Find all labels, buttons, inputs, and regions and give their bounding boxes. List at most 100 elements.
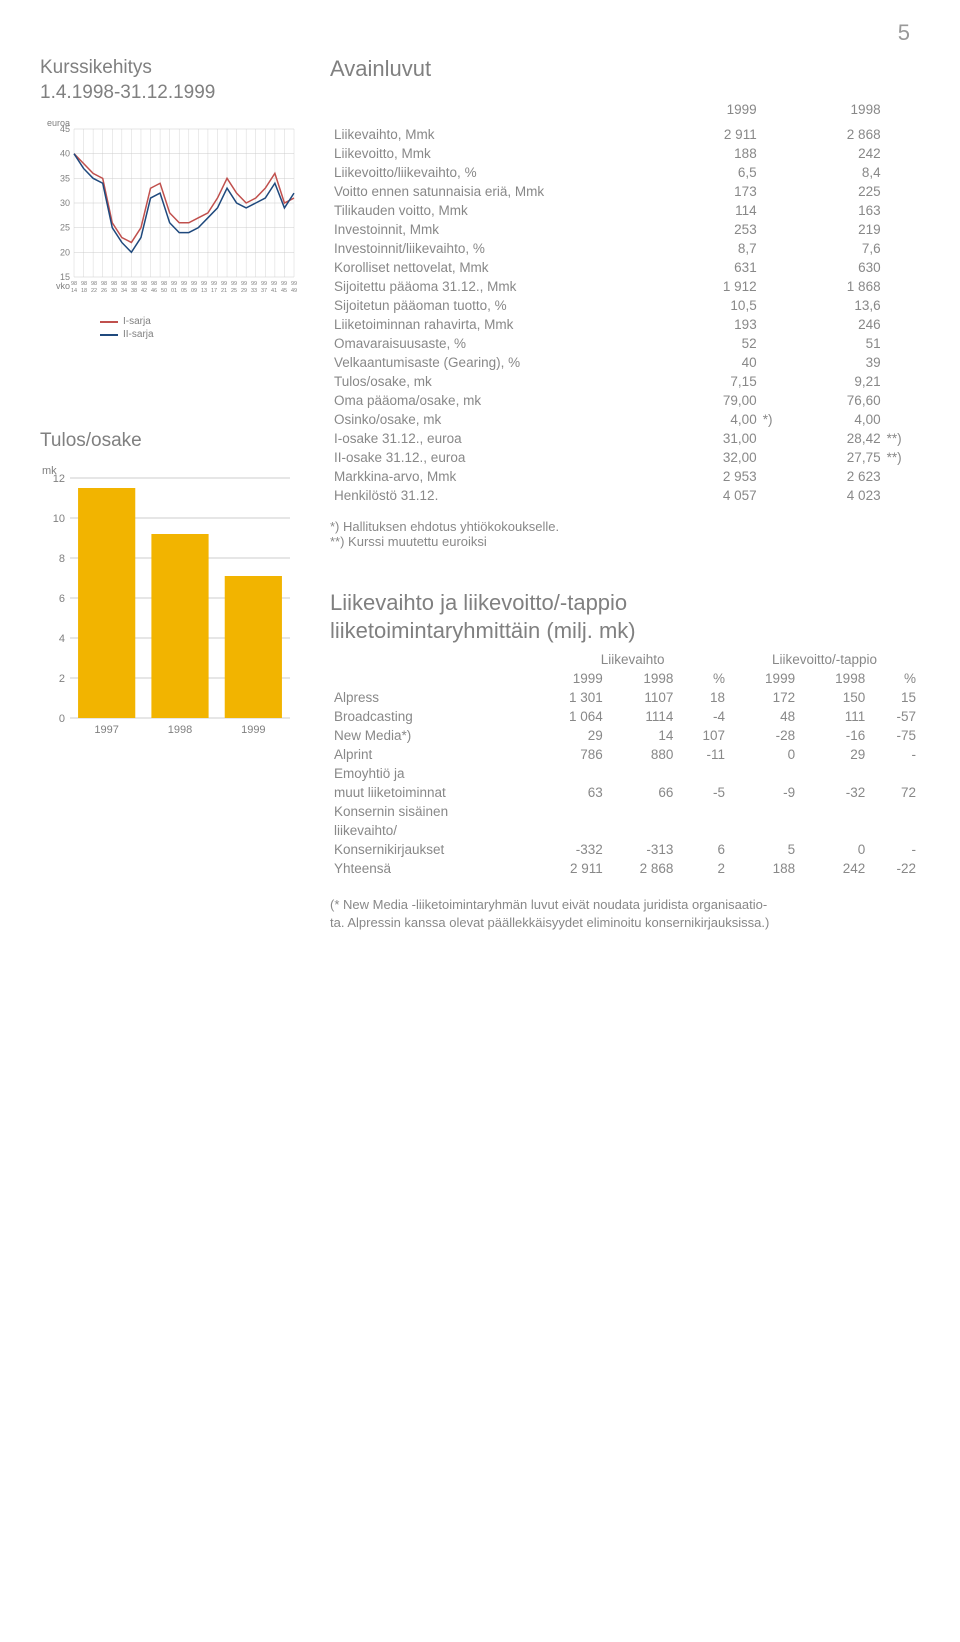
seg-row: Yhteensä2 9112 8682188242-22 (330, 859, 920, 878)
svg-text:98: 98 (131, 281, 137, 287)
seg-cell: 107 (677, 726, 729, 745)
seg-cell: 63 (536, 783, 607, 802)
eps-chart-title: Tulos/osake (40, 430, 300, 452)
page-number: 5 (40, 20, 920, 46)
seg-label: muut liiketoiminnat (330, 783, 536, 802)
seg-subheader: 1998 (607, 669, 678, 688)
svg-text:30: 30 (60, 198, 70, 208)
kv-val-1998: 7,6 (796, 239, 885, 258)
svg-text:45: 45 (60, 124, 70, 134)
seg-label: Konsernikirjaukset (330, 840, 536, 859)
kv-note-1999 (761, 144, 796, 163)
seg-cell: 29 (536, 726, 607, 745)
kv-val-1998: 76,60 (796, 391, 885, 410)
kv-val-1998: 28,42 (796, 429, 885, 448)
svg-text:98: 98 (101, 281, 107, 287)
seg-cell: -57 (869, 707, 920, 726)
svg-text:49: 49 (291, 288, 297, 294)
seg-cell: 150 (799, 688, 869, 707)
kv-note-1998 (885, 201, 920, 220)
seg-cell: 15 (869, 688, 920, 707)
seg-cell (607, 764, 678, 783)
kv-row: Oma pääoma/osake, mk79,0076,60 (330, 391, 920, 410)
seg-cell: 2 911 (536, 859, 607, 878)
seg-cell: 1107 (607, 688, 678, 707)
kv-note-1999 (761, 163, 796, 182)
svg-text:98: 98 (111, 281, 117, 287)
seg-cell: 6 (677, 840, 729, 859)
svg-text:41: 41 (271, 288, 277, 294)
kv-note-1998 (885, 467, 920, 486)
kv-note-1999 (761, 258, 796, 277)
svg-text:8: 8 (59, 553, 65, 565)
kv-val-1998: 4 023 (796, 486, 885, 505)
seg-cell: 111 (799, 707, 869, 726)
svg-text:vko: vko (56, 281, 70, 291)
svg-text:98: 98 (71, 281, 77, 287)
svg-text:99: 99 (241, 281, 247, 287)
seg-cell: -4 (677, 707, 729, 726)
stock-chart-title-l1: Kurssikehitys (40, 57, 152, 78)
kv-note-1998 (885, 144, 920, 163)
svg-text:42: 42 (141, 288, 147, 294)
svg-text:98: 98 (81, 281, 87, 287)
seg-row: liikevaihto/ (330, 821, 920, 840)
svg-text:38: 38 (131, 288, 137, 294)
seg-cell (799, 821, 869, 840)
svg-text:4: 4 (59, 633, 65, 645)
kv-note-1999 (761, 315, 796, 334)
seg-cell: 1114 (607, 707, 678, 726)
svg-text:46: 46 (151, 288, 157, 294)
kv-note-1998 (885, 163, 920, 182)
seg-label: liikevaihto/ (330, 821, 536, 840)
kv-val-1998: 242 (796, 144, 885, 163)
kv-label: Sijoitettu pääoma 31.12., Mmk (330, 277, 672, 296)
seg-cell (869, 802, 920, 821)
kv-val-1998: 4,00 (796, 410, 885, 429)
seg-cell: 786 (536, 745, 607, 764)
svg-text:30: 30 (111, 288, 117, 294)
seg-cell (729, 802, 799, 821)
kv-row: Omavaraisuusaste, %5251 (330, 334, 920, 353)
kv-row: Liikevoitto/liikevaihto, %6,58,4 (330, 163, 920, 182)
segments-heading-l2: liiketoimintaryhmittäin (milj. mk) (330, 618, 636, 643)
kv-row: Markkina-arvo, Mmk2 9532 623 (330, 467, 920, 486)
kv-label: Henkilöstö 31.12. (330, 486, 672, 505)
seg-cell: - (869, 745, 920, 764)
seg-subheader: 1999 (536, 669, 607, 688)
seg-cell: 2 (677, 859, 729, 878)
seg-label: Alpress (330, 688, 536, 707)
kv-footnote-1: *) Hallituksen ehdotus yhtiökokoukselle. (330, 519, 920, 534)
seg-subheader: 1999 (729, 669, 799, 688)
seg-label: New Media*) (330, 726, 536, 745)
kv-label: Tilikauden voitto, Mmk (330, 201, 672, 220)
seg-footnote-l2: ta. Alpressin kanssa olevat päällekkäisy… (330, 915, 769, 930)
stock-chart-legend: I-sarja II-sarja (100, 316, 300, 340)
key-figures-table: 19991998Liikevaihto, Mmk2 9112 868Liikev… (330, 100, 920, 505)
seg-cell (869, 764, 920, 783)
kv-val-1999: 6,5 (672, 163, 761, 182)
svg-text:33: 33 (251, 288, 257, 294)
kv-val-1999: 4,00 (672, 410, 761, 429)
kv-label: Korolliset nettovelat, Mmk (330, 258, 672, 277)
seg-cell: -16 (799, 726, 869, 745)
svg-text:34: 34 (121, 288, 127, 294)
seg-cell: -28 (729, 726, 799, 745)
seg-row: Konsernikirjaukset-332-313650- (330, 840, 920, 859)
seg-cell (799, 802, 869, 821)
kv-note-1998 (885, 258, 920, 277)
legend-swatch-1 (100, 321, 118, 323)
seg-row: New Media*)2914107-28-16-75 (330, 726, 920, 745)
seg-cell: 14 (607, 726, 678, 745)
seg-cell: 5 (729, 840, 799, 859)
seg-cell: -75 (869, 726, 920, 745)
kv-label: Sijoitetun pääoman tuotto, % (330, 296, 672, 315)
kv-val-1999: 114 (672, 201, 761, 220)
kv-note-1999 (761, 372, 796, 391)
seg-cell: -11 (677, 745, 729, 764)
svg-text:1999: 1999 (241, 724, 265, 736)
segments-heading: Liikevaihto ja liikevoitto/-tappio liike… (330, 589, 920, 644)
kv-note-1998: **) (885, 429, 920, 448)
seg-cell: 0 (729, 745, 799, 764)
svg-text:14: 14 (71, 288, 77, 294)
